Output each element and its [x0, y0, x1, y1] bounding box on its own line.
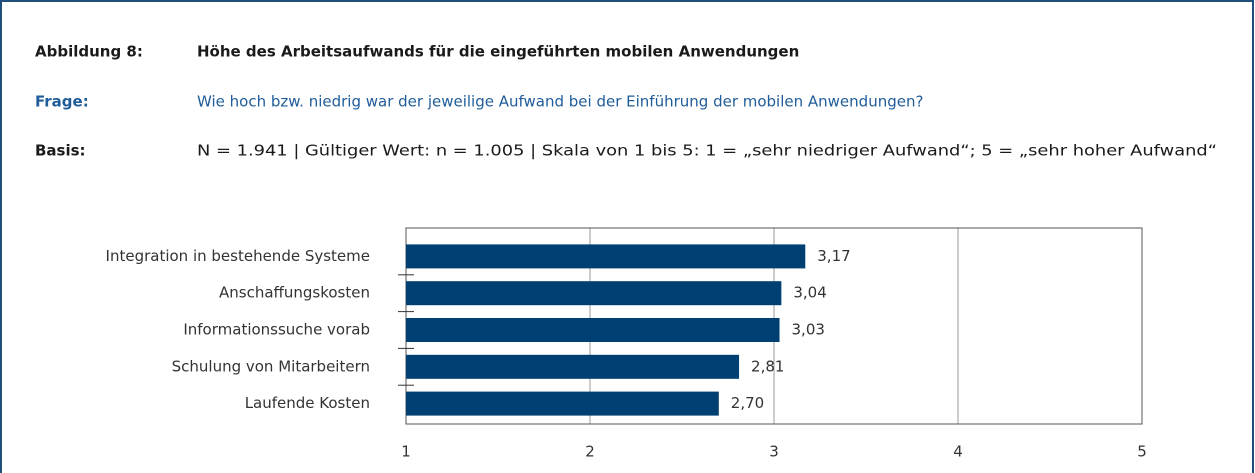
value-label: 3,03 — [792, 321, 825, 339]
bar — [406, 391, 719, 416]
x-tick-label: 1 — [401, 443, 411, 461]
y-tick-label: Anschaffungskosten — [219, 284, 370, 302]
value-label: 2,81 — [751, 357, 784, 375]
x-tick-label: 5 — [1137, 443, 1147, 461]
figure-title: Höhe des Arbeitsaufwands für die eingefü… — [197, 43, 799, 61]
x-tick-label: 2 — [585, 443, 595, 461]
question: Wie hoch bzw. niedrig war der jeweilige … — [197, 93, 923, 111]
figure-label: Abbildung 8: — [35, 43, 143, 61]
basis: N = 1.941 | Gültiger Wert: n = 1.005 | S… — [197, 142, 1217, 160]
question-label: Frage: — [35, 93, 89, 111]
value-label: 3,17 — [817, 247, 850, 265]
y-tick-label: Integration in bestehende Systeme — [106, 247, 370, 265]
bar — [406, 354, 740, 379]
x-tick-label: 3 — [769, 443, 779, 461]
y-tick-label: Informationssuche vorab — [183, 321, 370, 339]
y-tick-label: Laufende Kosten — [245, 394, 370, 412]
x-tick-label: 4 — [953, 443, 963, 461]
value-label: 3,04 — [793, 284, 826, 302]
y-tick-label: Schulung von Mitarbeitern — [172, 357, 370, 375]
bar — [406, 281, 782, 306]
bar — [406, 244, 806, 269]
bar — [406, 318, 780, 342]
value-label: 2,70 — [731, 394, 764, 412]
basis-label: Basis: — [35, 142, 86, 160]
